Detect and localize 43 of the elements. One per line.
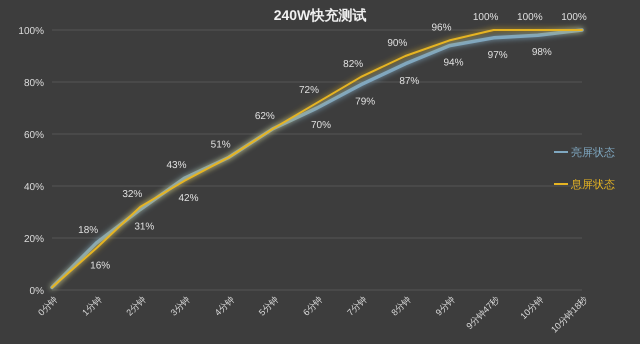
x-tick-label: 8分钟 [389, 294, 413, 318]
y-tick-label: 80% [24, 78, 44, 89]
data-label: 32% [122, 188, 142, 200]
data-label: 18% [78, 225, 98, 236]
y-tick-label: 100% [18, 26, 44, 37]
x-tick-label: 5分钟 [256, 294, 280, 318]
data-label: 16% [90, 260, 110, 272]
x-tick-label: 2分钟 [124, 294, 148, 318]
data-label: 72% [298, 84, 320, 96]
y-tick-label: 20% [24, 234, 44, 245]
data-label: 62% [254, 110, 275, 122]
data-label: 97% [488, 50, 508, 61]
data-label: 87% [399, 76, 420, 87]
data-label: 79% [355, 96, 376, 108]
y-tick-label: 0% [30, 286, 44, 297]
data-label: 90% [387, 38, 408, 49]
data-label: 42% [178, 192, 199, 204]
x-tick-label: 7分钟 [345, 294, 369, 318]
data-label: 31% [134, 221, 154, 232]
x-tick-label: 9分钟47秒 [464, 294, 502, 332]
x-tick-label: 6分钟 [301, 294, 324, 318]
chart-title: 240W快充测试 [274, 7, 366, 23]
x-tick-label: 10分钟 [518, 294, 546, 322]
legend-label: 息屏状态 [570, 178, 615, 191]
data-label: 98% [532, 47, 552, 58]
data-label: 96% [431, 22, 452, 34]
data-label: 82% [343, 58, 364, 70]
y-tick-label: 40% [24, 182, 44, 193]
y-tick-label: 60% [24, 130, 44, 141]
legend-label: 亮屏状态 [571, 146, 615, 159]
data-label: 94% [443, 58, 464, 69]
data-label: 100% [561, 12, 587, 23]
data-label: 43% [166, 160, 187, 172]
data-label: 100% [517, 12, 543, 23]
data-label: 51% [210, 139, 231, 150]
x-tick-label: 4分钟 [212, 294, 236, 318]
x-tick-label: 9分钟 [434, 294, 457, 318]
x-tick-label: 0分钟 [36, 294, 60, 318]
data-label: 70% [310, 120, 332, 131]
x-tick-label: 10分钟18秒 [549, 294, 590, 335]
x-tick-label: 3分钟 [168, 294, 192, 318]
x-tick-label: 1分钟 [80, 294, 104, 318]
data-label: 100% [472, 12, 499, 23]
